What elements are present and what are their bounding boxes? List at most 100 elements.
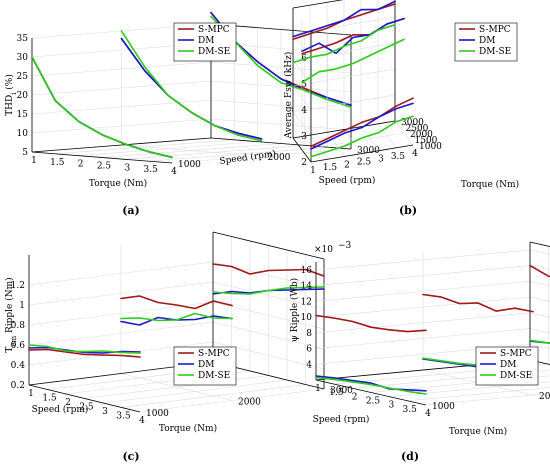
x-tick-label: 2 bbox=[344, 160, 350, 170]
x-axis-label: Torque (Nm) bbox=[449, 426, 507, 437]
legend-entry: S-MPC bbox=[198, 349, 230, 359]
x-tick-label: 1.5 bbox=[42, 394, 57, 404]
x-axis-label: Torque (Nm) bbox=[159, 423, 217, 434]
series-line-dm-se-3000 bbox=[529, 339, 550, 344]
legend-entry: DM-SE bbox=[198, 371, 230, 381]
back-edge bbox=[292, 0, 344, 9]
panel-caption: (d) bbox=[401, 450, 419, 463]
y-tick-label: 1.2 bbox=[11, 281, 25, 291]
legend-entry: S-MPC bbox=[479, 25, 511, 35]
x-tick-label: 4 bbox=[425, 409, 431, 419]
y-tick-label: 12 bbox=[301, 297, 312, 307]
y-tick-label: 0.8 bbox=[11, 321, 26, 331]
y-axis-label: Tem Ripple (Nm) bbox=[4, 277, 18, 352]
x-tick-label: 3.5 bbox=[144, 165, 159, 175]
series-band bbox=[529, 264, 550, 278]
x-tick-label: 1 bbox=[310, 166, 316, 176]
x-axis-label: Torque (Nm) bbox=[89, 178, 147, 189]
z-axis-label: Speed (rpm) bbox=[219, 148, 277, 167]
z-tick-label: 2000 bbox=[238, 398, 261, 408]
y-exponent-power: −3 bbox=[338, 241, 352, 251]
gridline bbox=[529, 296, 550, 302]
y-tick-label: 30 bbox=[17, 53, 29, 63]
series-line-dm-se-2000 bbox=[301, 38, 405, 84]
y-tick-label: 0.6 bbox=[11, 341, 26, 351]
series-line-dm-se-2000 bbox=[120, 30, 263, 142]
series-line-dm-se-1000 bbox=[315, 376, 427, 395]
x-tick-label: 1.5 bbox=[323, 163, 338, 173]
y-tick-label: 0.4 bbox=[11, 361, 26, 371]
series-line-dm-se-1000 bbox=[310, 115, 414, 158]
series-line-dm-3000 bbox=[292, 0, 396, 38]
y-tick-label: 5 bbox=[22, 148, 28, 158]
y-tick-label: 1 bbox=[19, 301, 25, 311]
legend-entry: DM-SE bbox=[500, 371, 532, 381]
z-tick-label: 1000 bbox=[178, 160, 201, 170]
series-line-dm-2000 bbox=[301, 17, 405, 55]
series-line-dm-se-3000 bbox=[292, 24, 396, 64]
y-tick-label: 14 bbox=[301, 282, 313, 292]
z-tick-label: 1000 bbox=[432, 402, 455, 412]
torque-axis-line bbox=[31, 151, 173, 164]
gridline bbox=[529, 281, 550, 287]
y-axis-label: Average Fsw (kHz) bbox=[283, 52, 294, 140]
series-line-s-mpc-1000 bbox=[310, 97, 414, 148]
legend-entry: DM bbox=[198, 360, 214, 370]
panel-caption: (a) bbox=[122, 204, 140, 217]
legend-entry: S-MPC bbox=[500, 349, 532, 359]
z-tick-label: 3000 bbox=[330, 386, 353, 396]
y-tick-label: 4 bbox=[306, 360, 312, 370]
panel-caption: (b) bbox=[399, 204, 417, 217]
x-tick-label: 3 bbox=[102, 407, 108, 417]
x-tick-label: 1 bbox=[315, 384, 321, 394]
x-tick-label: 2.5 bbox=[79, 403, 94, 413]
x-tick-label: 3 bbox=[388, 401, 394, 411]
legend-entry: DM bbox=[198, 36, 214, 46]
x-tick-label: 2.5 bbox=[97, 162, 112, 172]
y-tick-label: 2 bbox=[301, 158, 307, 168]
x-tick-label: 3 bbox=[124, 163, 130, 173]
y-tick-label: 3 bbox=[301, 132, 307, 142]
x-tick-label: 1 bbox=[31, 156, 37, 166]
series-line-s-mpc-1000 bbox=[315, 314, 427, 333]
series-band bbox=[31, 56, 173, 159]
legend-entry: DM-SE bbox=[479, 47, 511, 57]
y-tick-label: 4 bbox=[301, 106, 307, 116]
x-tick-label: 3 bbox=[378, 155, 384, 165]
gridline bbox=[529, 265, 550, 271]
z-tick-label: 1500 bbox=[415, 136, 438, 146]
speed-axis-line bbox=[31, 137, 212, 153]
y-tick-label: 16 bbox=[301, 266, 313, 276]
x-tick-label: 1 bbox=[28, 389, 34, 399]
x-tick-label: 1.5 bbox=[50, 158, 65, 168]
x-tick-label: 2.5 bbox=[366, 397, 381, 407]
x-tick-label: 3.5 bbox=[403, 405, 418, 415]
z-tick-label: 1000 bbox=[419, 142, 442, 152]
torque-axis-line bbox=[310, 144, 414, 163]
series-line-dm-1000 bbox=[315, 375, 427, 392]
x-tick-label: 4 bbox=[171, 167, 177, 177]
series-line-dm-se-1000 bbox=[31, 56, 173, 159]
x-tick-label: 4 bbox=[412, 149, 418, 159]
series-line-s-mpc-2000 bbox=[422, 293, 534, 313]
chart-panel-c: 0.20.40.60.811.21 1.5 2 2.5 3 3.5 410002000300… bbox=[4, 231, 353, 463]
y-tick-label: 6 bbox=[306, 345, 312, 355]
z-tick-label: 2000 bbox=[539, 392, 550, 402]
back-edge bbox=[210, 137, 352, 150]
series-line-dm-1000 bbox=[31, 56, 173, 159]
z-tick-label: 1000 bbox=[146, 409, 169, 419]
series-line-dm-se-1000 bbox=[28, 344, 141, 354]
gridline bbox=[529, 312, 550, 318]
chart-panel-d: 4681012141611.522.533.54100020003000Torq… bbox=[289, 241, 550, 463]
x-tick-label: 2 bbox=[352, 392, 358, 402]
x-tick-label: 2 bbox=[78, 160, 84, 170]
back-edge bbox=[529, 241, 550, 247]
x-axis-label: Torque (Nm) bbox=[461, 179, 519, 190]
y-tick-label: 0.2 bbox=[11, 381, 25, 391]
z-tick-label: 2000 bbox=[268, 153, 291, 163]
